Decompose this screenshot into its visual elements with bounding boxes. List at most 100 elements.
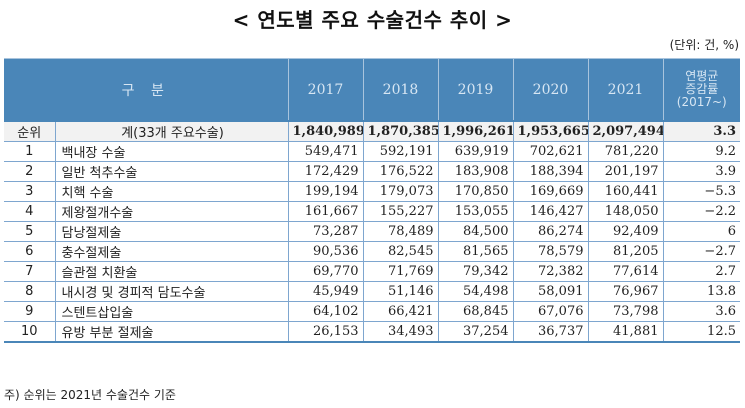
header-year-2017: 2017 <box>287 58 364 122</box>
header-row: 구 분 2017 2018 2019 2020 2021 연평균 증감률 (20… <box>4 58 740 122</box>
growth-rate: 3.9 <box>662 161 740 182</box>
value-2017: 26,153 <box>287 321 364 343</box>
table-row: 5 담낭절제술 73,287 78,489 84,500 86,274 92,4… <box>4 221 740 242</box>
total-rate: 3.3 <box>662 120 740 142</box>
surgery-name: 내시경 및 경피적 담도수술 <box>55 281 289 302</box>
total-2021: 2,097,494 <box>587 120 664 142</box>
surgery-name: 백내장 수술 <box>55 141 289 162</box>
rank: 9 <box>4 301 56 322</box>
surgery-name: 충수절제술 <box>55 241 289 262</box>
value-2020: 36,737 <box>512 321 589 343</box>
value-2021: 92,409 <box>587 221 664 242</box>
growth-rate: 6 <box>662 221 740 242</box>
value-2021: 76,967 <box>587 281 664 302</box>
value-2021: 201,197 <box>587 161 664 182</box>
growth-rate: 12.5 <box>662 321 740 343</box>
value-2020: 78,579 <box>512 241 589 262</box>
total-2017: 1,840,989 <box>287 120 364 142</box>
table-row: 1 백내장 수술 549,471 592,191 639,919 702,621… <box>4 141 740 162</box>
value-2019: 54,498 <box>437 281 514 302</box>
rank-header: 순위 <box>4 120 56 142</box>
table-row: 10 유방 부분 절제술 26,153 34,493 37,254 36,737… <box>4 321 740 343</box>
value-2018: 66,421 <box>362 301 439 322</box>
value-2017: 69,770 <box>287 261 364 282</box>
growth-rate: −2.7 <box>662 241 740 262</box>
growth-rate: 3.6 <box>662 301 740 322</box>
value-2019: 81,565 <box>437 241 514 262</box>
value-2019: 639,919 <box>437 141 514 162</box>
growth-rate: 2.7 <box>662 261 740 282</box>
value-2020: 169,669 <box>512 181 589 202</box>
growth-rate: −5.3 <box>662 181 740 202</box>
value-2018: 78,489 <box>362 221 439 242</box>
total-row: 순위 계(33개 주요수술) 1,840,989 1,870,385 1,996… <box>4 120 740 142</box>
growth-rate: 9.2 <box>662 141 740 162</box>
surgery-name: 스텐트삽입술 <box>55 301 289 322</box>
value-2017: 73,287 <box>287 221 364 242</box>
growth-rate: −2.2 <box>662 201 740 222</box>
value-2019: 79,342 <box>437 261 514 282</box>
header-rate-line2: 증감률 <box>685 82 719 96</box>
unit-label: (단위: 건, %) <box>669 38 739 52</box>
value-2019: 153,055 <box>437 201 514 222</box>
total-2019: 1,996,261 <box>437 120 514 142</box>
value-2020: 67,076 <box>512 301 589 322</box>
value-2021: 160,441 <box>587 181 664 202</box>
value-2019: 84,500 <box>437 221 514 242</box>
value-2021: 73,798 <box>587 301 664 322</box>
value-2018: 179,073 <box>362 181 439 202</box>
value-2020: 146,427 <box>512 201 589 222</box>
header-rate-line1: 연평균 <box>685 69 719 83</box>
table-row: 6 충수절제술 90,536 82,545 81,565 78,579 81,2… <box>4 241 740 262</box>
rank: 6 <box>4 241 56 262</box>
value-2021: 148,050 <box>587 201 664 222</box>
header-year-2018: 2018 <box>362 58 439 122</box>
surgery-name: 슬관절 치환술 <box>55 261 289 282</box>
header-year-2020: 2020 <box>512 58 589 122</box>
value-2020: 72,382 <box>512 261 589 282</box>
value-2018: 34,493 <box>362 321 439 343</box>
value-2020: 702,621 <box>512 141 589 162</box>
value-2019: 68,845 <box>437 301 514 322</box>
header-year-2019: 2019 <box>437 58 514 122</box>
footnote: 주) 순위는 2021년 수술건수 기준 <box>4 388 176 402</box>
value-2018: 176,522 <box>362 161 439 182</box>
rank: 10 <box>4 321 56 343</box>
value-2018: 51,146 <box>362 281 439 302</box>
table-row: 2 일반 척추수술 172,429 176,522 183,908 188,39… <box>4 161 740 182</box>
total-label: 계(33개 주요수술) <box>55 120 289 142</box>
value-2017: 90,536 <box>287 241 364 262</box>
value-2017: 45,949 <box>287 281 364 302</box>
rank: 4 <box>4 201 56 222</box>
surgery-name: 유방 부분 절제술 <box>55 321 289 343</box>
value-2017: 64,102 <box>287 301 364 322</box>
header-annual-growth-rate: 연평균 증감률 (2017~) <box>662 58 740 122</box>
table-row: 3 치핵 수술 199,194 179,073 170,850 169,669 … <box>4 181 740 202</box>
page-title: < 연도별 주요 수술건수 추이 > <box>232 8 513 32</box>
value-2021: 77,614 <box>587 261 664 282</box>
table-row: 9 스텐트삽입술 64,102 66,421 68,845 67,076 73,… <box>4 301 740 322</box>
surgery-count-table: 구 분 2017 2018 2019 2020 2021 연평균 증감률 (20… <box>4 58 740 343</box>
total-2020: 1,953,665 <box>512 120 589 142</box>
rank: 5 <box>4 221 56 242</box>
value-2017: 172,429 <box>287 161 364 182</box>
rank: 3 <box>4 181 56 202</box>
table-row: 7 슬관절 치환술 69,770 71,769 79,342 72,382 77… <box>4 261 740 282</box>
value-2020: 58,091 <box>512 281 589 302</box>
value-2018: 155,227 <box>362 201 439 222</box>
header-rate-line3: (2017~) <box>676 95 727 109</box>
value-2019: 170,850 <box>437 181 514 202</box>
value-2017: 549,471 <box>287 141 364 162</box>
surgery-name: 담낭절제술 <box>55 221 289 242</box>
surgery-name: 치핵 수술 <box>55 181 289 202</box>
table-row: 4 제왕절개수술 161,667 155,227 153,055 146,427… <box>4 201 740 222</box>
growth-rate: 13.8 <box>662 281 740 302</box>
table-row: 8 내시경 및 경피적 담도수술 45,949 51,146 54,498 58… <box>4 281 740 302</box>
value-2018: 592,191 <box>362 141 439 162</box>
value-2019: 183,908 <box>437 161 514 182</box>
value-2017: 199,194 <box>287 181 364 202</box>
value-2019: 37,254 <box>437 321 514 343</box>
rank: 7 <box>4 261 56 282</box>
rank: 8 <box>4 281 56 302</box>
value-2020: 86,274 <box>512 221 589 242</box>
